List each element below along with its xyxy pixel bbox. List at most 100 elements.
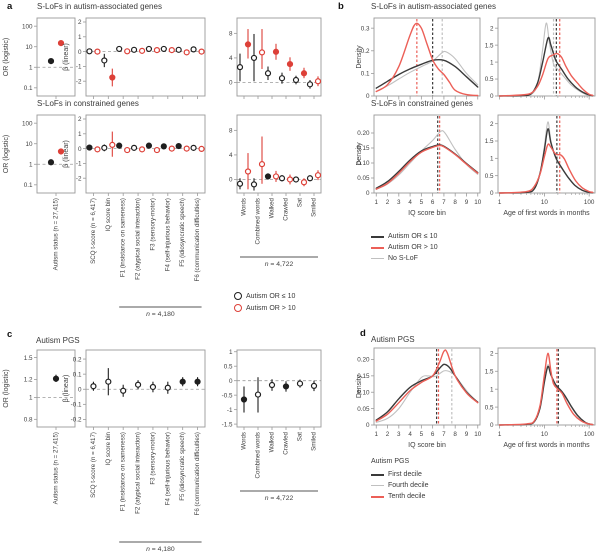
forest-core-autism-associated-genes: 2 1 0 -1 -2 β (linear) (63, 17, 206, 99)
svg-text:IQ score bin: IQ score bin (408, 442, 446, 449)
panel-a-row1-title: S-LoFs in autism-associated genes (37, 2, 162, 11)
legend-label: Autism OR ≤ 10 (388, 233, 438, 240)
svg-text:0.10: 0.10 (357, 160, 370, 167)
svg-text:Autism status (n = 27,415): Autism status (n = 27,415) (53, 432, 60, 504)
svg-text:Density: Density (356, 45, 363, 69)
line-swatch-gray-icon (371, 257, 384, 260)
panel-d-title: Autism PGS (371, 335, 415, 344)
svg-text:0.1: 0.1 (73, 371, 82, 378)
svg-text:0.1: 0.1 (24, 182, 33, 189)
svg-text:100: 100 (584, 199, 595, 206)
svg-text:10: 10 (25, 44, 33, 51)
svg-text:1: 1 (490, 59, 494, 66)
svg-text:4: 4 (408, 431, 412, 438)
svg-text:F6 (communication difficulties: F6 (communication difficulties) (194, 432, 201, 515)
svg-text:0: 0 (490, 422, 494, 429)
svg-text:Age of first words in months: Age of first words in months (503, 210, 590, 217)
svg-text:0.5: 0.5 (224, 363, 233, 370)
svg-text:2: 2 (490, 351, 494, 358)
svg-text:1: 1 (498, 199, 502, 206)
svg-text:0: 0 (229, 177, 233, 184)
svg-text:1: 1 (29, 64, 33, 71)
plot-or-autism-pgs: 1.5 1.2 1 0.8 Autism status (n = 27,415) OR (… (3, 349, 76, 504)
svg-text:0: 0 (366, 93, 370, 100)
svg-text:6: 6 (431, 199, 435, 206)
legend-title: Autism PGS (371, 458, 410, 465)
legend-label: First decile (388, 471, 422, 478)
svg-text:β (linear): β (linear) (63, 140, 70, 168)
legend-label: Tenth decile (388, 493, 426, 500)
svg-text:1.5: 1.5 (485, 42, 494, 49)
svg-text:n = 4,722: n = 4,722 (265, 495, 294, 502)
panel-b-row2-title: S-LoFs in constrained genes (371, 99, 473, 108)
line-swatch-black-icon (371, 235, 384, 238)
legend-item: No S-LoF (371, 253, 438, 264)
svg-text:1: 1 (490, 156, 494, 163)
svg-text:2: 2 (78, 116, 82, 123)
density-age-autism-associated-genes: 2 1.5 1 0.5 0 (485, 17, 596, 100)
svg-text:1: 1 (78, 34, 82, 41)
panel-b-row1-title: S-LoFs in autism-associated genes (371, 2, 496, 11)
svg-text:4: 4 (229, 55, 233, 62)
svg-text:Smiled: Smiled (311, 431, 318, 450)
plot-or-constrained-genes: 100 10 1 0.1 Autism status (n = 27,415) OR (l… (3, 114, 76, 270)
svg-text:F5 (idiosyncratic speech): F5 (idiosyncratic speech) (179, 432, 186, 501)
svg-text:F4 (self-injurious behavior): F4 (self-injurious behavior) (164, 432, 171, 505)
svg-text:6: 6 (431, 431, 435, 438)
svg-text:Words: Words (241, 432, 248, 450)
svg-text:Density: Density (356, 374, 363, 398)
svg-text:F2 (atypical social interactio: F2 (atypical social interaction) (135, 432, 142, 514)
svg-text:0: 0 (490, 93, 494, 100)
svg-text:100: 100 (584, 431, 595, 438)
svg-text:2: 2 (386, 199, 390, 206)
svg-text:F4 (self-injurious behavior): F4 (self-injurious behavior) (164, 198, 171, 271)
svg-text:1: 1 (498, 431, 502, 438)
svg-text:0.2: 0.2 (361, 48, 370, 55)
svg-text:Combined words: Combined words (255, 432, 262, 478)
svg-text:1: 1 (78, 131, 82, 138)
svg-text:8: 8 (453, 431, 457, 438)
svg-text:1: 1 (374, 431, 378, 438)
svg-text:100: 100 (22, 120, 33, 127)
panel-a-label: a (7, 1, 13, 12)
legend-panel-d: Autism PGS First decile Fourth decile Te… (371, 458, 428, 502)
svg-text:F2 (atypical social interactio: F2 (atypical social interaction) (135, 198, 142, 280)
plot-or-autism-associated-genes: 100 10 1 0.1 OR (logistic) (3, 17, 76, 99)
svg-text:OR (logistic): OR (logistic) (3, 38, 10, 77)
svg-text:SCQ t-score (n = 6,417): SCQ t-score (n = 6,417) (90, 432, 97, 498)
svg-text:Density: Density (356, 142, 363, 166)
svg-text:-1: -1 (76, 161, 82, 168)
svg-text:-0.1: -0.1 (71, 402, 82, 409)
svg-text:Sat: Sat (297, 198, 304, 208)
panel-d-label: d (360, 328, 366, 339)
svg-text:0: 0 (366, 422, 370, 429)
svg-text:0.10: 0.10 (357, 389, 370, 396)
legend-label: Fourth decile (388, 482, 429, 489)
svg-text:0.20: 0.20 (357, 357, 370, 364)
svg-text:-2: -2 (76, 78, 82, 85)
svg-text:10: 10 (541, 431, 549, 438)
svg-text:Smiled: Smiled (311, 197, 318, 216)
svg-text:0.1: 0.1 (24, 85, 33, 92)
svg-text:0: 0 (78, 386, 82, 393)
svg-text:OR (logistic): OR (logistic) (3, 369, 10, 408)
svg-text:β (linear): β (linear) (63, 43, 70, 71)
legend-label: Autism OR ≤ 10 (246, 292, 296, 300)
legend-label: Autism OR > 10 (388, 244, 438, 251)
legend-label: Autism OR > 10 (246, 304, 296, 312)
panel-a-row2-title: S-LoFs in constrained genes (37, 99, 139, 108)
svg-text:0.15: 0.15 (357, 145, 370, 152)
svg-text:Walked: Walked (269, 431, 276, 452)
svg-text:n = 4,722: n = 4,722 (265, 261, 294, 268)
panel-c-title: Autism PGS (36, 336, 80, 345)
svg-text:-1: -1 (227, 407, 233, 414)
line-swatch-gray-icon (371, 484, 384, 487)
svg-text:0: 0 (78, 49, 82, 56)
svg-text:0.15: 0.15 (357, 373, 370, 380)
svg-text:0: 0 (229, 378, 233, 385)
svg-text:0.05: 0.05 (357, 175, 370, 182)
svg-text:-1.5: -1.5 (222, 421, 233, 428)
svg-text:0.05: 0.05 (357, 406, 370, 413)
svg-text:0: 0 (78, 146, 82, 153)
